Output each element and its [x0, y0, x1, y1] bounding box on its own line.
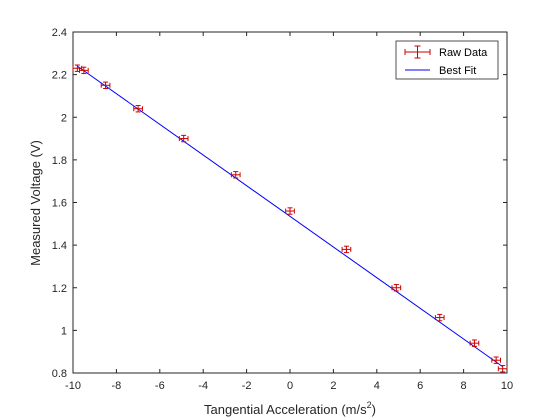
x-tick-label: 0: [287, 380, 293, 392]
data-point: [469, 339, 480, 347]
legend: Raw Data Best Fit: [395, 40, 499, 80]
legend-label-best-fit: Best Fit: [439, 65, 476, 77]
x-axis-label-suffix: ): [372, 402, 376, 417]
data-point: [230, 171, 241, 179]
data-point: [341, 245, 352, 254]
y-tick-label: 1.6: [52, 198, 67, 210]
y-tick-label: 2: [61, 112, 67, 124]
data-point: [391, 284, 402, 292]
x-tick-label: -2: [242, 380, 252, 392]
y-tick-label: 2.4: [52, 27, 67, 39]
x-tick-label: 2: [330, 380, 336, 392]
y-tick-label: 1.4: [52, 240, 67, 252]
legend-box: [395, 40, 499, 80]
data-point: [497, 365, 508, 373]
x-tick-label: 10: [501, 380, 513, 392]
x-tick-label: -6: [155, 380, 165, 392]
x-axis: -10 -8 -6 -4 -2 0 2 4 6 8 10: [65, 32, 513, 392]
errorbar-layer: [72, 64, 508, 373]
y-tick-label: 1.8: [52, 155, 67, 167]
x-axis-label-text: Tangential Acceleration (m/s: [204, 402, 367, 417]
best-fit-layer: [77, 65, 503, 368]
x-tick-label: -10: [65, 380, 81, 392]
x-tick-label: 8: [461, 380, 467, 392]
data-point: [491, 356, 501, 364]
data-point: [79, 66, 89, 75]
x-axis-label: Tangential Acceleration (m/s2): [204, 400, 376, 417]
x-tick-label: 6: [417, 380, 423, 392]
best-fit-line: [77, 65, 503, 368]
data-point: [285, 207, 295, 215]
data-point: [434, 313, 445, 322]
data-point: [100, 81, 111, 89]
data-point: [72, 64, 83, 72]
x-axis-label-superscript: 2: [367, 400, 372, 410]
y-axis: 0.8 1 1.2 1.4 1.6 1.8 2 2.2 2.4: [52, 27, 507, 380]
legend-label-raw-data: Raw Data: [439, 47, 488, 59]
x-tick-label: -4: [198, 380, 208, 392]
y-axis-label: Measured Voltage (V): [28, 140, 43, 266]
x-tick-label: -8: [112, 380, 122, 392]
x-tick-label: 4: [374, 380, 380, 392]
data-point: [178, 134, 189, 143]
y-tick-label: 0.8: [52, 368, 67, 380]
y-tick-label: 2.2: [52, 70, 67, 82]
y-tick-label: 1: [61, 325, 67, 337]
data-point: [133, 105, 143, 113]
y-tick-label: 1.2: [52, 283, 67, 295]
legend-raw-data-marker: [404, 45, 431, 59]
plot-area: [72, 31, 508, 374]
